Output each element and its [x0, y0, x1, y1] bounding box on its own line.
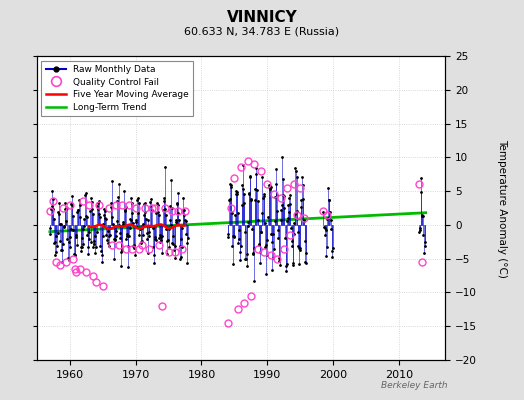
Text: 60.633 N, 34.783 E (Russia): 60.633 N, 34.783 E (Russia): [184, 26, 340, 36]
Y-axis label: Temperature Anomaly (°C): Temperature Anomaly (°C): [497, 138, 507, 278]
Text: VINNICY: VINNICY: [226, 10, 298, 25]
Legend: Raw Monthly Data, Quality Control Fail, Five Year Moving Average, Long-Term Tren: Raw Monthly Data, Quality Control Fail, …: [41, 60, 193, 116]
Text: Berkeley Earth: Berkeley Earth: [381, 381, 448, 390]
